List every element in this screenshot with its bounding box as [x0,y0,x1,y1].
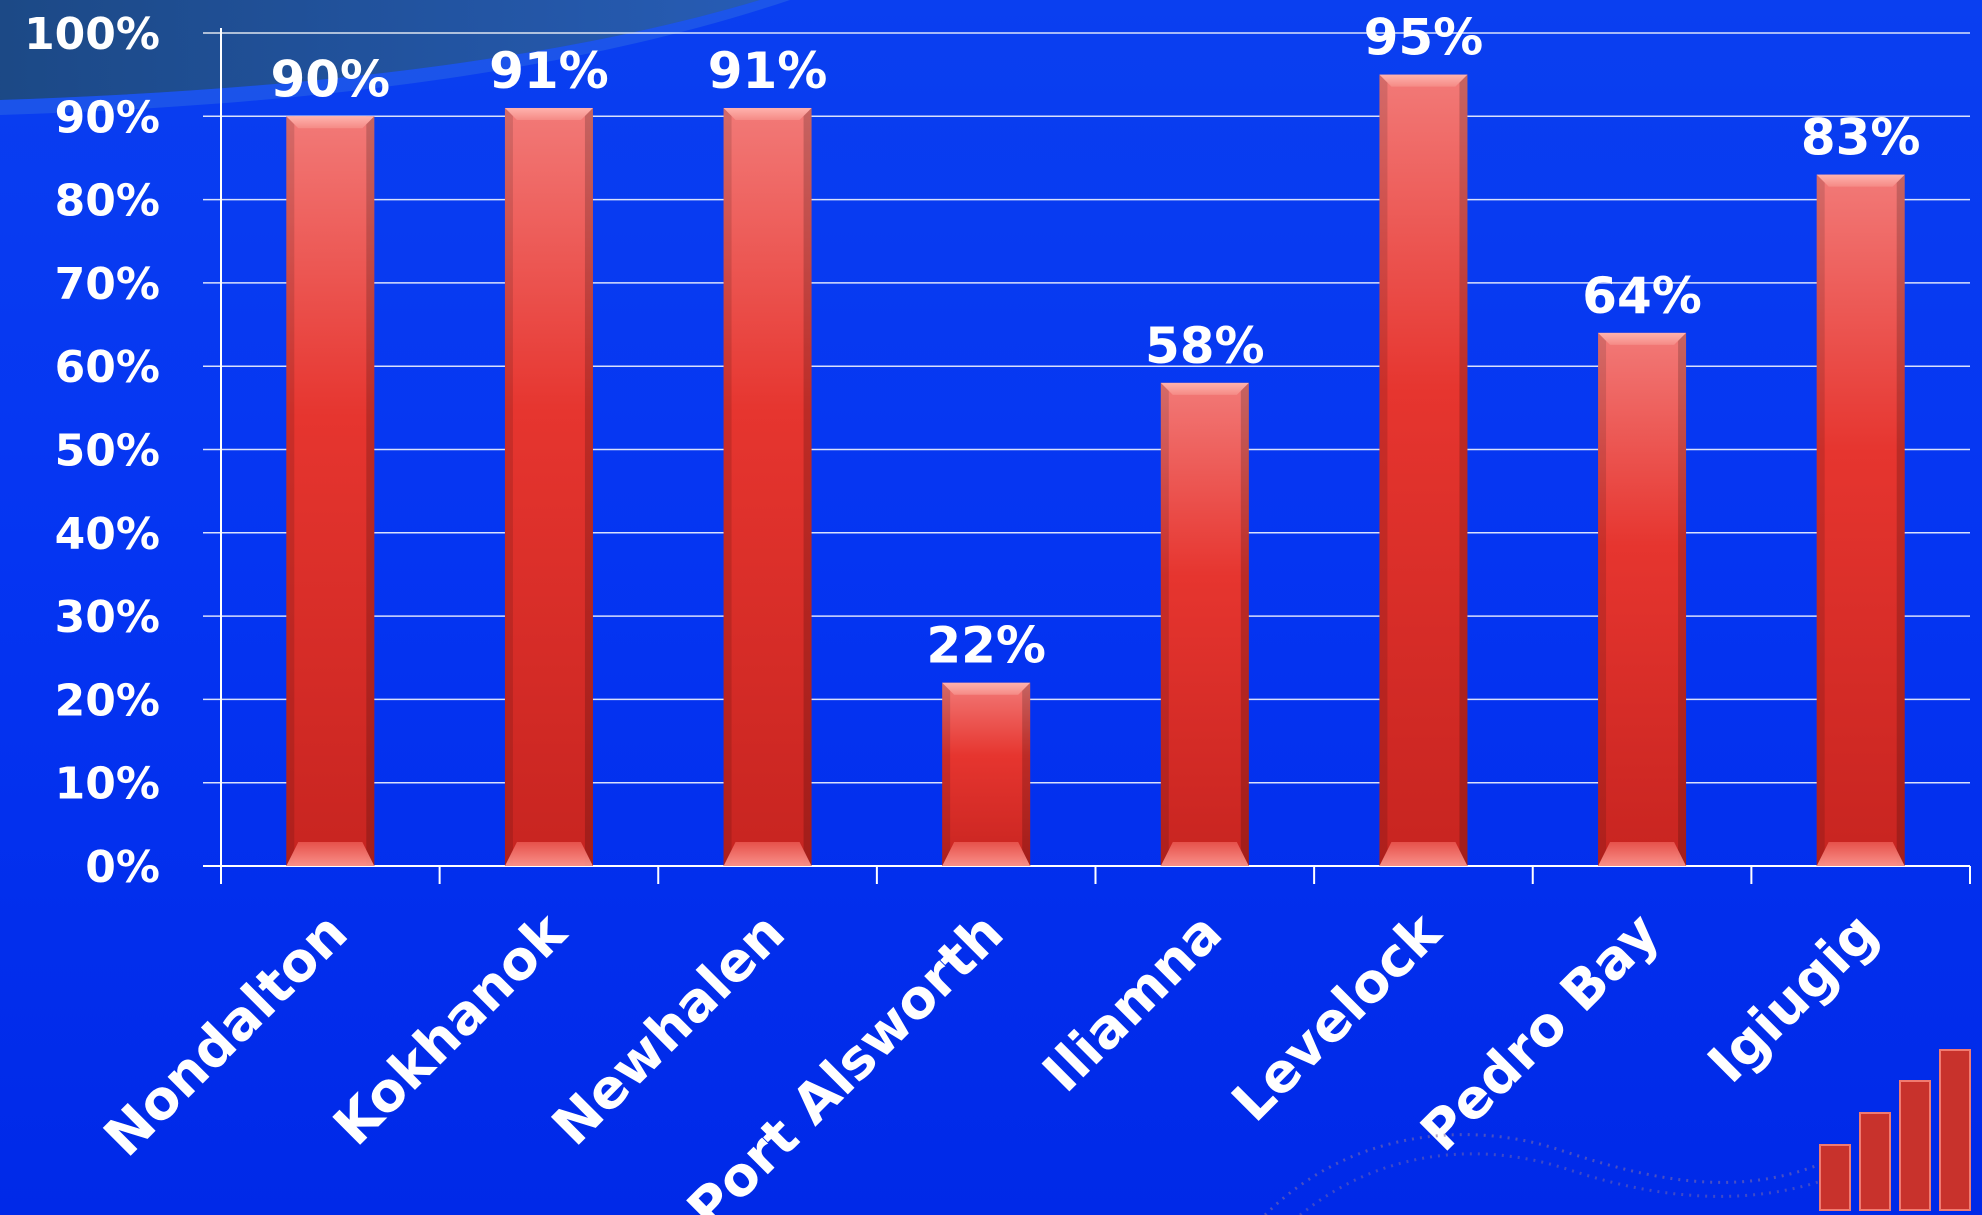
y-tick-label: 10% [55,759,160,810]
x-tick-label: Igiugig [1696,901,1890,1095]
y-tick-label: 100% [24,9,160,60]
decorative-bars-logo [1263,1049,1971,1215]
y-tick-label: 0% [85,842,160,893]
y-tick-label: 70% [55,259,160,310]
y-tick-label: 90% [55,92,160,143]
y-tick-label: 20% [55,675,160,726]
x-tick-label: Levelock [1220,900,1454,1134]
data-label: 64% [1582,267,1702,325]
data-label: 83% [1801,109,1921,167]
data-label: 91% [708,42,828,100]
bar [1598,332,1687,866]
y-tick-label: 80% [55,176,160,227]
data-label: 90% [270,50,390,108]
y-tick-label: 60% [55,342,160,393]
bar [1379,74,1468,866]
x-tick-label: Pedro Bay [1409,901,1672,1164]
x-tick-label: Iliamna [1031,901,1234,1104]
data-label: 95% [1364,9,1484,67]
y-tick-label: 40% [55,509,160,560]
x-tick-label: Nondalton [92,901,360,1169]
bar [1816,174,1905,867]
data-label: 58% [1145,317,1265,375]
x-tick-label: Kokhanok [321,900,579,1158]
bar [1160,382,1249,866]
decorative-swoosh-highlight [0,0,790,115]
bar [504,107,593,867]
bar [723,107,812,867]
y-tick-label: 30% [55,592,160,643]
decorative-swoosh [0,0,760,100]
data-label: 22% [926,617,1046,675]
y-tick-label: 50% [55,426,160,477]
bar [286,116,375,867]
data-label: 91% [489,42,609,100]
bar [942,682,1031,866]
